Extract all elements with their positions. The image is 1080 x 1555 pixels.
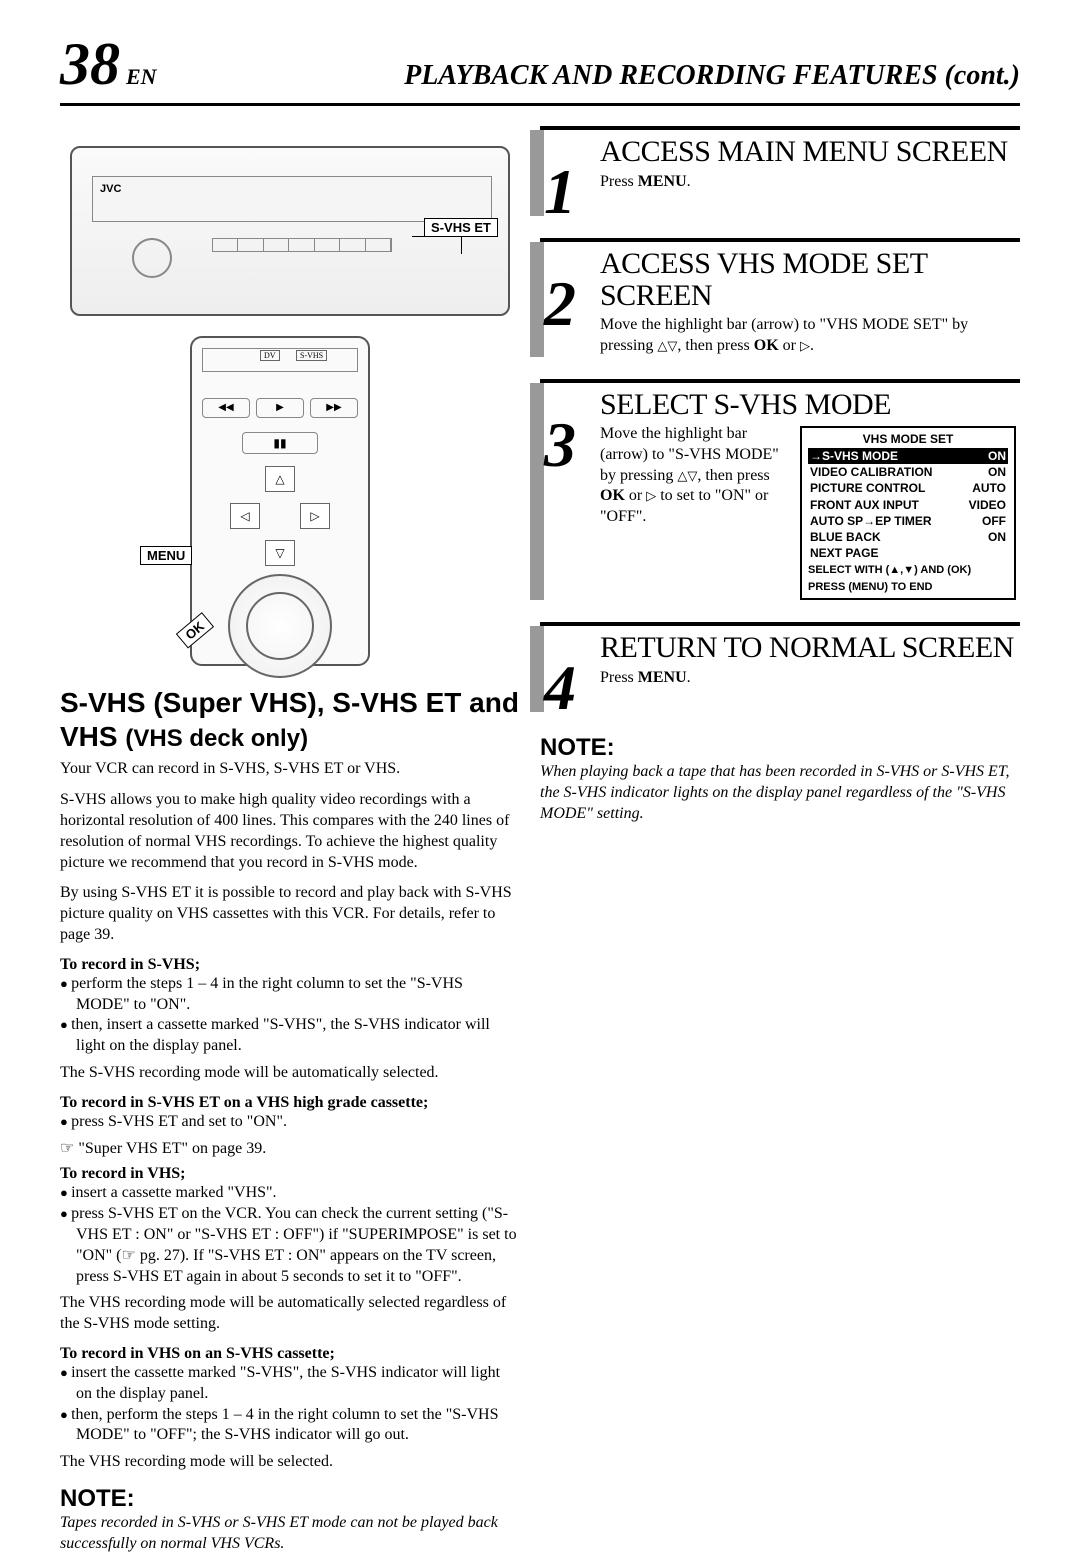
menu-footer2: PRESS (MENU) TO END [808,580,1008,594]
heading-sub: (VHS deck only) [125,725,308,752]
step-desc: Press MENU. [600,668,1020,689]
svhset-ref: ☞ "Super VHS ET" on page 39. [60,1139,520,1160]
note-heading-left: NOTE: [60,1485,520,1513]
menu-row: NEXT PAGE [808,545,1008,561]
h-record-svhset: To record in S-VHS ET on a VHS high grad… [60,1094,520,1112]
menu-row: AUTO SP→EP TIMER OFF [808,513,1008,529]
svhs-et-callout: S-VHS ET [424,218,498,237]
vhsonsvhs-bullets: insert the cassette marked "S-VHS", the … [60,1363,520,1446]
page-number: 38 [60,30,120,99]
step-3: 3 SELECT S-VHS MODE Move the highlight b… [540,379,1020,600]
menu-label: PICTURE CONTROL [810,480,925,496]
step-2: 2 ACCESS VHS MODE SET SCREEN Move the hi… [540,238,1020,357]
menu-label: AUTO SP→EP TIMER [810,513,932,529]
vhs-after: The VHS recording mode will be automatic… [60,1293,520,1335]
menu-row: VIDEO CALIBRATION ON [808,464,1008,480]
list-item: press S-VHS ET on the VCR. You can check… [60,1204,520,1287]
vhs-mode-set-menu: VHS MODE SET →S-VHS MODE ON VIDEO CALIBR… [800,426,1016,600]
intro-p1: Your VCR can record in S-VHS, S-VHS ET o… [60,759,520,780]
intro-p3: By using S-VHS ET it is possible to reco… [60,883,520,945]
menu-label: FRONT AUX INPUT [810,497,919,513]
menu-row-selected: →S-VHS MODE ON [808,448,1008,464]
step-number: 3 [544,419,576,470]
ff-icon: ▶▶ [310,398,358,418]
step-number: 4 [544,662,576,713]
list-item: insert a cassette marked "VHS". [60,1183,520,1204]
h-record-svhs: To record in S-VHS; [60,956,520,974]
step-number: 2 [544,278,576,329]
menu-footer1: SELECT WITH (▲,▼) AND (OK) [808,563,1008,577]
menu-label: →S-VHS MODE [810,448,898,464]
menu-value: VIDEO [969,497,1006,513]
step-desc: Press MENU. [600,172,1020,193]
rewind-icon: ◀◀ [202,398,250,418]
vhs-bullets: insert a cassette marked "VHS". press S-… [60,1183,520,1287]
menu-value: AUTO [972,480,1006,496]
menu-value: ON [988,464,1006,480]
step-desc: Move the highlight bar (arrow) to "VHS M… [600,315,1020,357]
note-heading-right: NOTE: [540,734,1020,762]
remote-illustration: DV S-VHS ◀◀ ▶ ▶▶ ▮▮ △ ▽ ◁ ▷ MENU OK [160,336,400,666]
dpad: △ ▽ ◁ ▷ [230,466,330,566]
page-title: PLAYBACK AND RECORDING FEATURES (cont.) [157,60,1020,92]
step-4: 4 RETURN TO NORMAL SCREEN Press MENU. [540,622,1020,712]
right-column: 1 ACCESS MAIN MENU SCREEN Press MENU. 2 … [540,126,1020,1555]
menu-row: FRONT AUX INPUT VIDEO [808,497,1008,513]
list-item: then, perform the steps 1 – 4 in the rig… [60,1405,520,1447]
note-text-left: Tapes recorded in S-VHS or S-VHS ET mode… [60,1513,520,1555]
svhs-bullets: perform the steps 1 – 4 in the right col… [60,974,520,1057]
vcr-illustration: JVC S-VHS ET [70,146,510,316]
menu-title: VHS MODE SET [808,432,1008,446]
note-text-right: When playing back a tape that has been r… [540,762,1020,824]
list-item: then, insert a cassette marked "S-VHS", … [60,1015,520,1057]
list-item: insert the cassette marked "S-VHS", the … [60,1363,520,1405]
step-number: 1 [544,166,576,217]
pause-icon: ▮▮ [242,432,318,454]
step-title: ACCESS MAIN MENU SCREEN [600,136,1020,168]
page-header: 38 EN PLAYBACK AND RECORDING FEATURES (c… [60,30,1020,106]
menu-label: NEXT PAGE [810,545,878,561]
h-record-vhsonsvhs: To record in VHS on an S-VHS cassette; [60,1345,520,1363]
dpad-up-icon: △ [265,466,295,492]
dpad-down-icon: ▽ [265,540,295,566]
list-item: press S-VHS ET and set to "ON". [60,1112,520,1133]
step-title: ACCESS VHS MODE SET SCREEN [600,248,1020,311]
svhset-bullets: press S-VHS ET and set to "ON". [60,1112,520,1133]
dpad-right-icon: ▷ [300,503,330,529]
menu-value: ON [988,448,1006,464]
dpad-left-icon: ◁ [230,503,260,529]
menu-value: OFF [982,513,1006,529]
step-title: SELECT S-VHS MODE [600,389,1020,421]
svhs-after: The S-VHS recording mode will be automat… [60,1063,520,1084]
menu-label: BLUE BACK [810,529,881,545]
language-label: EN [126,64,157,90]
menu-row: BLUE BACK ON [808,529,1008,545]
list-item: perform the steps 1 – 4 in the right col… [60,974,520,1016]
menu-row: PICTURE CONTROL AUTO [808,480,1008,496]
menu-label: VIDEO CALIBRATION [810,464,932,480]
h-record-vhs: To record in VHS; [60,1165,520,1183]
dv-icon: DV [260,350,280,361]
section-heading: S-VHS (Super VHS), S-VHS ET and VHS (VHS… [60,686,520,753]
intro-p2: S-VHS allows you to make high quality vi… [60,790,520,873]
svhs-icon: S-VHS [296,350,327,361]
left-column: JVC S-VHS ET DV S-VHS ◀◀ ▶ ▶▶ ▮▮ △ ▽ ◁ ▷ [60,126,520,1555]
vhsonsvhs-after: The VHS recording mode will be selected. [60,1452,520,1473]
step-1: 1 ACCESS MAIN MENU SCREEN Press MENU. [540,126,1020,216]
play-icon: ▶ [256,398,304,418]
step-title: RETURN TO NORMAL SCREEN [600,632,1020,664]
menu-callout: MENU [140,546,192,565]
vcr-brand: JVC [100,183,121,195]
step-desc: Move the highlight bar (arrow) to "S-VHS… [600,424,790,528]
menu-value: ON [988,529,1006,545]
